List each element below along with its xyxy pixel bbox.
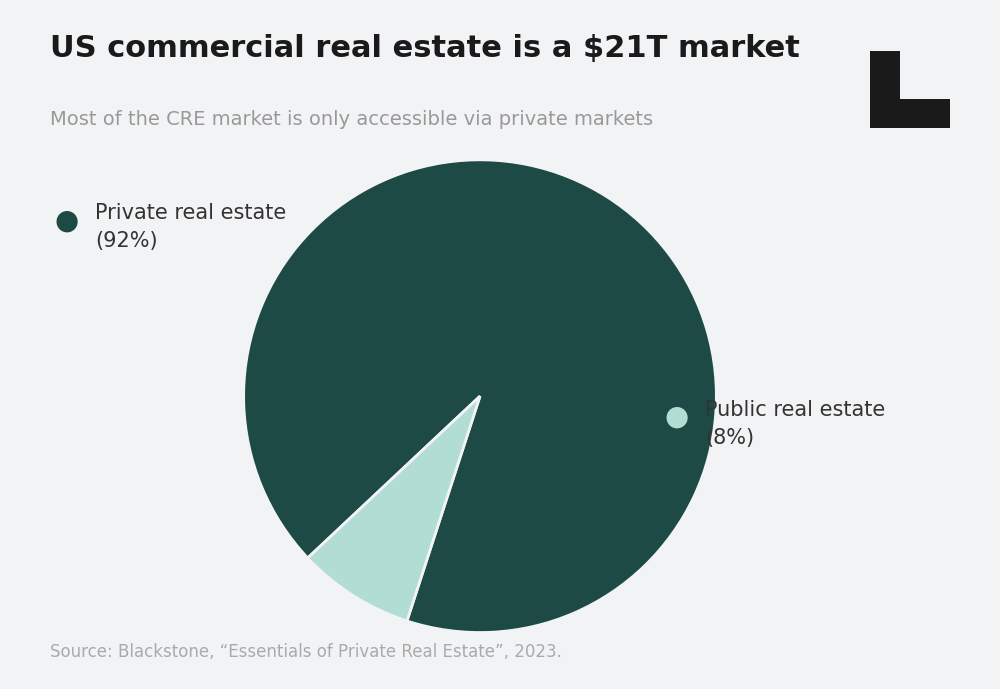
Wedge shape <box>244 160 716 633</box>
Text: Public real estate
(8%): Public real estate (8%) <box>705 400 885 448</box>
Text: Private real estate
(92%): Private real estate (92%) <box>95 203 286 251</box>
Text: ●: ● <box>665 403 689 431</box>
Text: ●: ● <box>55 207 79 235</box>
Bar <box>900 46 955 99</box>
Text: Most of the CRE market is only accessible via private markets: Most of the CRE market is only accessibl… <box>50 110 653 130</box>
Text: Source: Blackstone, “Essentials of Private Real Estate”, 2023.: Source: Blackstone, “Essentials of Priva… <box>50 644 562 661</box>
Text: US commercial real estate is a $21T market: US commercial real estate is a $21T mark… <box>50 34 800 63</box>
Wedge shape <box>308 396 480 621</box>
Bar <box>870 51 950 128</box>
